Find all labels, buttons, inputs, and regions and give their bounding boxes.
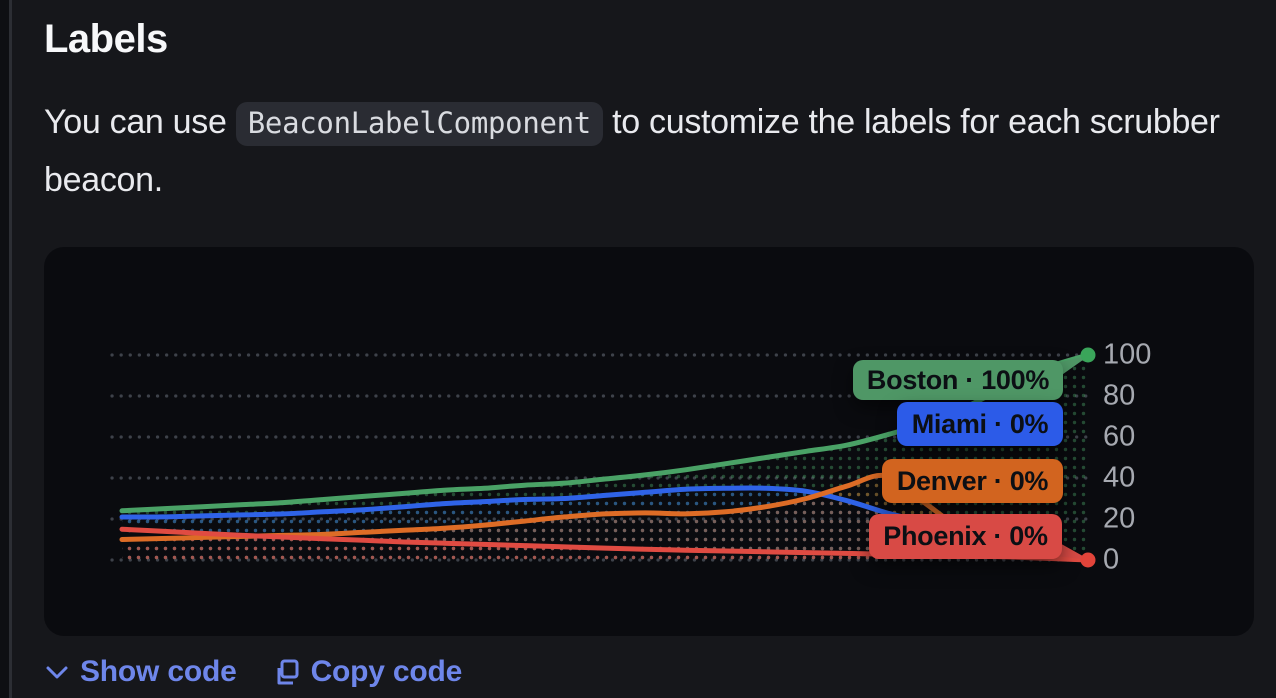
pane-divider bbox=[9, 0, 12, 698]
beacon-label-pill: Boston · 100% bbox=[853, 360, 1063, 400]
intro-text-after: to customize the labels for each scrubbe… bbox=[602, 103, 1220, 141]
intro-paragraph: You can use BeaconLabelComponent to cust… bbox=[44, 98, 1244, 204]
page-title: Labels bbox=[44, 17, 168, 61]
show-code-button[interactable]: Show code bbox=[44, 655, 237, 689]
y-axis-tick-label: 20 bbox=[1103, 502, 1136, 535]
intro-text-line2: beacon. bbox=[44, 161, 163, 199]
code-actions: Show code Copy code bbox=[44, 652, 462, 692]
copy-code-label: Copy code bbox=[310, 655, 463, 688]
scrubber-chart[interactable] bbox=[44, 247, 1254, 636]
beacon-label-tail bbox=[1056, 541, 1090, 560]
y-axis-tick-label: 80 bbox=[1103, 379, 1136, 412]
copy-icon bbox=[277, 659, 299, 685]
y-axis-tick-label: 0 bbox=[1103, 543, 1120, 576]
y-axis-tick-label: 40 bbox=[1103, 461, 1136, 494]
beacon-label-pill: Denver · 0% bbox=[882, 459, 1063, 503]
y-axis-tick-label: 60 bbox=[1103, 420, 1136, 453]
chevron-down-icon bbox=[46, 666, 68, 679]
y-axis-tick-label: 100 bbox=[1103, 338, 1152, 371]
copy-code-button[interactable]: Copy code bbox=[273, 655, 463, 689]
intro-text-before: You can use bbox=[44, 103, 236, 141]
beacon-dot[interactable] bbox=[1080, 347, 1096, 363]
beacon-dot[interactable] bbox=[1080, 552, 1096, 568]
series-area bbox=[122, 529, 1088, 560]
inline-code-chip: BeaconLabelComponent bbox=[235, 102, 603, 146]
beacon-label-pill: Miami · 0% bbox=[897, 402, 1063, 446]
show-code-label: Show code bbox=[80, 655, 237, 688]
chart-card: Boston · 100% Miami · 0% Denver · 0% Phoeni… bbox=[44, 247, 1254, 636]
left-gutter bbox=[0, 0, 9, 698]
beacon-label-tail bbox=[1056, 355, 1090, 379]
beacon-label-pill: Phoenix · 0% bbox=[869, 514, 1062, 559]
